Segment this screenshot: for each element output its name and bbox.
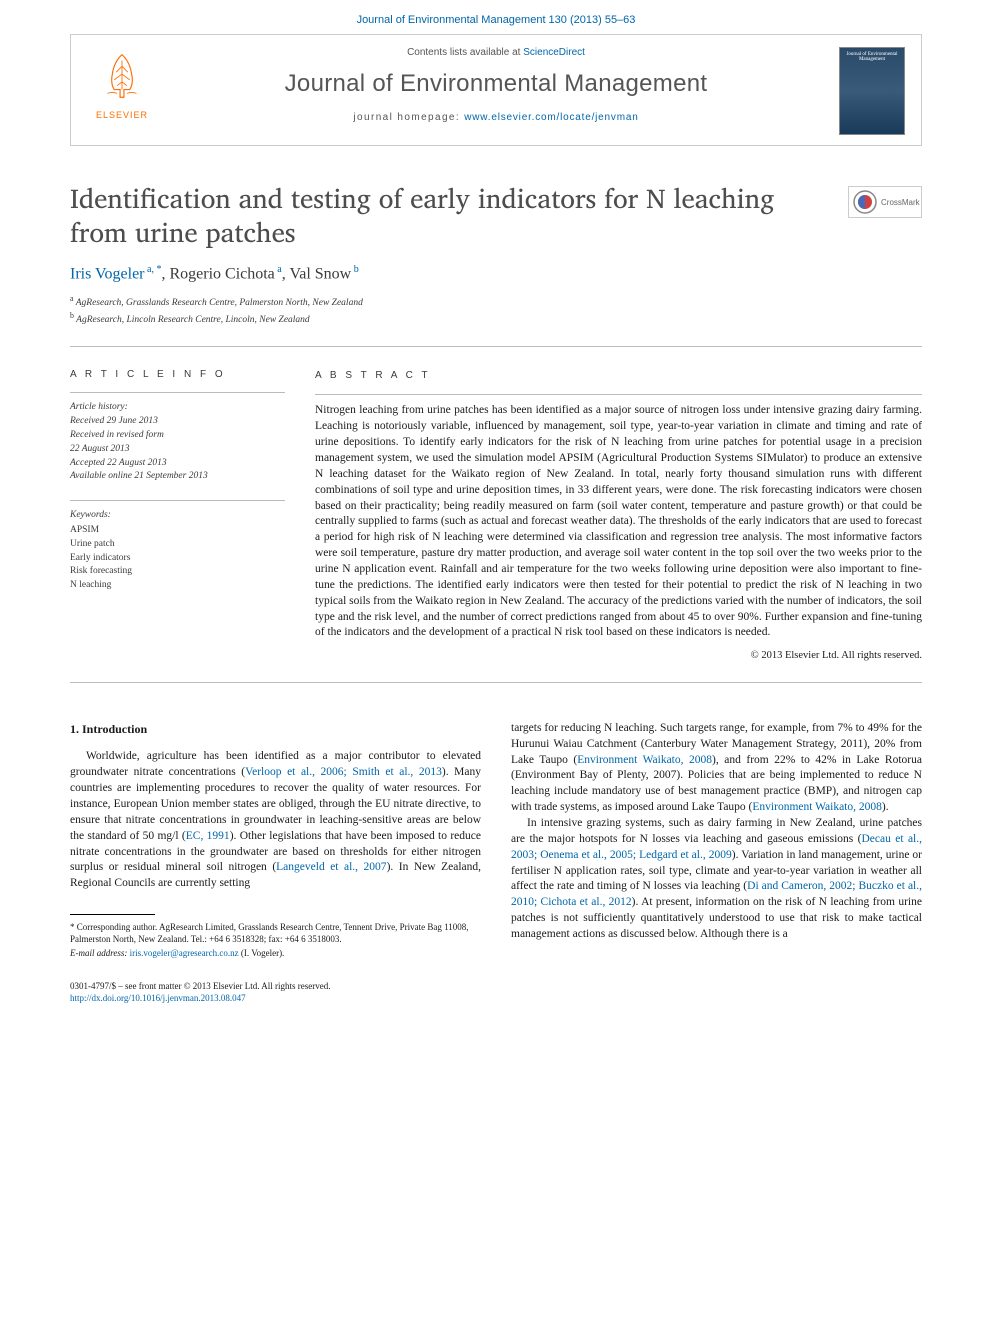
journal-title: Journal of Environmental Management [177, 70, 815, 98]
header-citation: Journal of Environmental Management 130 … [0, 0, 992, 34]
column-right: targets for reducing N leaching. Such ta… [511, 721, 922, 962]
citation-link[interactable]: Environment Waikato, 2008 [577, 754, 712, 766]
article-info-column: A R T I C L E I N F O Article history: R… [70, 369, 285, 664]
affiliation-a: AgResearch, Grasslands Research Centre, … [76, 298, 363, 308]
authors-line: Iris Vogeler a, *, Rogerio Cichota a, Va… [70, 264, 922, 283]
history-line-2: 22 August 2013 [70, 444, 129, 454]
history-line-0: Received 29 June 2013 [70, 416, 158, 426]
sciencedirect-link[interactable]: ScienceDirect [523, 47, 585, 58]
email-suffix: (I. Vogeler). [239, 948, 285, 958]
section-number: 1. [70, 722, 79, 736]
keyword-1: Urine patch [70, 539, 115, 549]
homepage-prefix: journal homepage: [353, 112, 464, 123]
history-line-1: Received in revised form [70, 430, 164, 440]
history-line-4: Available online 21 September 2013 [70, 471, 208, 481]
doi-link[interactable]: http://dx.doi.org/10.1016/j.jenvman.2013… [70, 993, 246, 1003]
email-link[interactable]: iris.vogeler@agresearch.co.nz [130, 948, 239, 958]
citation-link[interactable]: EC, 1991 [186, 830, 230, 842]
contents-bar: ELSEVIER Contents lists available at Sci… [70, 34, 922, 146]
doi-block: 0301-4797/$ – see front matter © 2013 El… [70, 980, 922, 1005]
journal-homepage-link[interactable]: www.elsevier.com/locate/jenvman [464, 112, 638, 123]
abstract-text: Nitrogen leaching from urine patches has… [315, 394, 922, 641]
publisher-name: ELSEVIER [87, 110, 157, 120]
author-3-aff[interactable]: b [354, 264, 359, 275]
abstract-column: A B S T R A C T Nitrogen leaching from u… [315, 369, 922, 664]
crossmark-badge[interactable]: CrossMark [848, 186, 922, 218]
issn-line: 0301-4797/$ – see front matter © 2013 El… [70, 980, 922, 993]
author-1[interactable]: Iris Vogeler [70, 265, 145, 282]
keywords-block: Keywords: APSIM Urine patch Early indica… [70, 500, 285, 593]
paragraph: In intensive grazing systems, such as da… [511, 816, 922, 943]
keyword-3: Risk forecasting [70, 566, 132, 576]
author-2: , Rogerio Cichota [161, 265, 274, 282]
affiliation-b: AgResearch, Lincoln Research Centre, Lin… [76, 315, 310, 325]
contents-prefix: Contents lists available at [407, 47, 523, 58]
footnotes: * Corresponding author. AgResearch Limit… [70, 921, 481, 959]
body-text: 1. Introduction Worldwide, agriculture h… [70, 721, 922, 962]
corresponding-author-note: * Corresponding author. AgResearch Limit… [70, 921, 481, 945]
article-info-heading: A R T I C L E I N F O [70, 369, 285, 380]
keyword-0: APSIM [70, 525, 99, 535]
article-title: Identification and testing of early indi… [70, 182, 922, 250]
journal-homepage-line: journal homepage: www.elsevier.com/locat… [177, 112, 815, 123]
copyright-line: © 2013 Elsevier Ltd. All rights reserved… [315, 649, 922, 663]
paragraph: Worldwide, agriculture has been identifi… [70, 749, 481, 892]
elsevier-tree-icon [93, 47, 151, 105]
citation-link[interactable]: Verloop et al., 2006; Smith et al., 2013 [245, 766, 442, 778]
history-label: Article history: [70, 401, 285, 415]
author-3: , Val Snow [282, 265, 352, 282]
crossmark-label: CrossMark [881, 198, 920, 207]
text-run: ). [882, 801, 889, 813]
email-line: E-mail address: iris.vogeler@agresearch.… [70, 947, 481, 959]
affiliations: a AgResearch, Grasslands Research Centre… [70, 293, 922, 347]
crossmark-icon [852, 189, 878, 215]
contents-line: Contents lists available at ScienceDirec… [177, 47, 815, 58]
citation-link[interactable]: Langeveld et al., 2007 [276, 861, 386, 873]
author-1-aff[interactable]: a, [147, 264, 154, 275]
article-header: CrossMark Identification and testing of … [70, 182, 922, 347]
keywords-label: Keywords: [70, 509, 285, 523]
column-left: 1. Introduction Worldwide, agriculture h… [70, 721, 481, 962]
journal-cover-thumbnail[interactable]: Journal of Environmental Management [839, 47, 905, 135]
article-history: Article history: Received 29 June 2013 R… [70, 392, 285, 485]
abstract-heading: A B S T R A C T [315, 369, 922, 383]
section-heading-1: 1. Introduction [70, 721, 481, 738]
publisher-logo[interactable]: ELSEVIER [87, 47, 157, 120]
history-line-3: Accepted 22 August 2013 [70, 458, 167, 468]
email-label: E-mail address: [70, 948, 130, 958]
paragraph: targets for reducing N leaching. Such ta… [511, 721, 922, 816]
citation-link[interactable]: Environment Waikato, 2008 [752, 801, 882, 813]
keyword-4: N leaching [70, 580, 111, 590]
section-divider [70, 682, 922, 683]
footnote-separator [70, 914, 155, 915]
keyword-2: Early indicators [70, 553, 130, 563]
section-title: Introduction [82, 722, 147, 736]
